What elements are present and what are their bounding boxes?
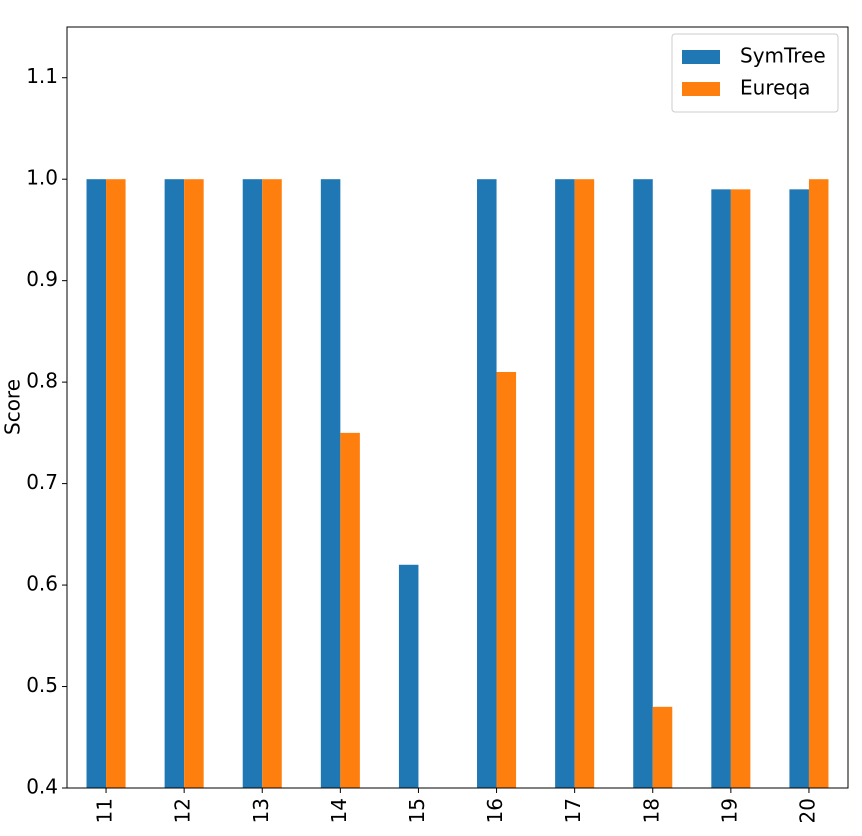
bar bbox=[652, 706, 673, 788]
bar bbox=[106, 179, 126, 788]
legend-label: Eureqa bbox=[740, 76, 810, 100]
x-tick-label: 12 bbox=[171, 798, 195, 823]
bar bbox=[789, 189, 809, 788]
y-tick-label: 0.8 bbox=[26, 369, 58, 393]
y-tick-label: 0.5 bbox=[26, 673, 58, 697]
x-tick-label: 18 bbox=[639, 798, 663, 823]
bar bbox=[184, 179, 204, 788]
y-tick-label: 1.1 bbox=[26, 64, 58, 88]
bar bbox=[320, 179, 341, 788]
x-tick-label: 16 bbox=[483, 798, 507, 823]
x-tick-label: 20 bbox=[795, 798, 819, 823]
x-tick-label: 19 bbox=[717, 798, 741, 823]
bar bbox=[340, 432, 360, 788]
legend-swatch bbox=[682, 50, 720, 64]
bar bbox=[633, 179, 653, 788]
bar bbox=[808, 179, 829, 788]
bar bbox=[496, 371, 517, 788]
bar bbox=[86, 179, 107, 788]
y-axis-label: Score bbox=[1, 379, 25, 435]
x-tick-label: 15 bbox=[405, 798, 429, 823]
bar bbox=[242, 179, 263, 788]
bar bbox=[555, 179, 575, 788]
y-tick-label: 0.4 bbox=[26, 775, 58, 799]
bar bbox=[398, 564, 419, 788]
plot-frame bbox=[66, 26, 849, 789]
y-tick-label: 1.0 bbox=[26, 166, 58, 190]
y-tick-label: 0.9 bbox=[26, 267, 58, 291]
bar bbox=[574, 179, 595, 788]
bar bbox=[477, 179, 497, 788]
y-tick-label: 0.6 bbox=[26, 572, 58, 596]
bar bbox=[262, 179, 282, 788]
bar bbox=[164, 179, 185, 788]
x-tick-label: 14 bbox=[327, 798, 351, 823]
x-tick-label: 13 bbox=[249, 798, 273, 823]
y-tick-label: 0.7 bbox=[26, 470, 58, 494]
legend-label: SymTree bbox=[740, 44, 826, 68]
legend-swatch bbox=[682, 82, 720, 96]
x-tick-label: 11 bbox=[93, 798, 117, 823]
x-tick-label: 17 bbox=[561, 798, 585, 823]
bar bbox=[730, 189, 751, 788]
bar bbox=[711, 189, 731, 788]
